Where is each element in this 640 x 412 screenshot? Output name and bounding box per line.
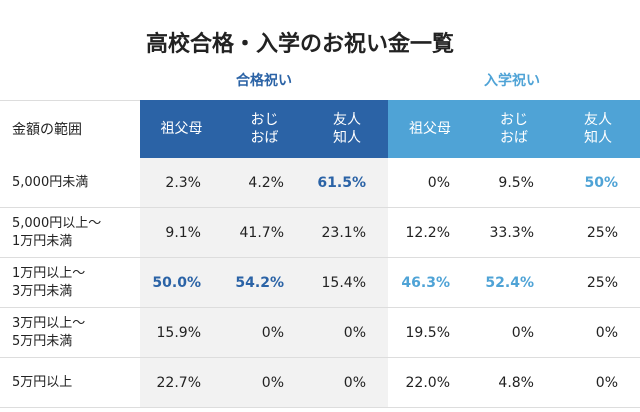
value-cell: 25%	[556, 258, 640, 308]
value-cell: 19.5%	[388, 308, 472, 358]
header-cell: 祖父母	[388, 100, 472, 158]
row-label: 1万円以上〜 3万円未満	[0, 258, 140, 308]
value-cell: 4.2%	[223, 158, 306, 208]
header-cell: おじ おば	[472, 100, 556, 158]
row-label: 5,000円未満	[0, 158, 140, 208]
value-cell: 61.5%	[306, 158, 388, 208]
header-cell: 金額の範囲	[0, 100, 140, 158]
value-cell: 54.2%	[223, 258, 306, 308]
row-label: 5,000円以上〜 1万円未満	[0, 208, 140, 258]
header-cell: 祖父母	[140, 100, 223, 158]
value-cell: 0%	[306, 358, 388, 408]
value-cell: 50%	[556, 158, 640, 208]
value-cell: 0%	[223, 308, 306, 358]
header-cell: 友人 知人	[556, 100, 640, 158]
value-cell: 0%	[556, 308, 640, 358]
table: 金額の範囲 祖父母 おじ おば 友人 知人 祖父母 おじ おば 友人 知人 5,000円未満 2…	[0, 100, 640, 408]
group-label: 合格祝い	[236, 73, 292, 89]
value-cell: 15.9%	[140, 308, 223, 358]
value-cell: 41.7%	[223, 208, 306, 258]
header-cell: 友人 知人	[306, 100, 388, 158]
value-cell: 4.8%	[472, 358, 556, 408]
value-cell: 22.0%	[388, 358, 472, 408]
value-cell: 25%	[556, 208, 640, 258]
value-cell: 52.4%	[472, 258, 556, 308]
group-label: 入学祝い	[484, 73, 540, 89]
value-cell: 0%	[306, 308, 388, 358]
value-cell: 2.3%	[140, 158, 223, 208]
value-cell: 0%	[223, 358, 306, 408]
value-cell: 22.7%	[140, 358, 223, 408]
value-cell: 23.1%	[306, 208, 388, 258]
value-cell: 12.2%	[388, 208, 472, 258]
value-cell: 0%	[472, 308, 556, 358]
value-cell: 0%	[388, 158, 472, 208]
value-cell: 9.1%	[140, 208, 223, 258]
value-cell: 15.4%	[306, 258, 388, 308]
value-cell: 0%	[556, 358, 640, 408]
header-cell: おじ おば	[223, 100, 306, 158]
value-cell: 9.5%	[472, 158, 556, 208]
row-label: 3万円以上〜 5万円未満	[0, 308, 140, 358]
row-label: 5万円以上	[0, 358, 140, 408]
title: 高校合格・入学のお祝い金一覧	[145, 32, 454, 57]
value-cell: 50.0%	[140, 258, 223, 308]
value-cell: 46.3%	[388, 258, 472, 308]
value-cell: 33.3%	[472, 208, 556, 258]
